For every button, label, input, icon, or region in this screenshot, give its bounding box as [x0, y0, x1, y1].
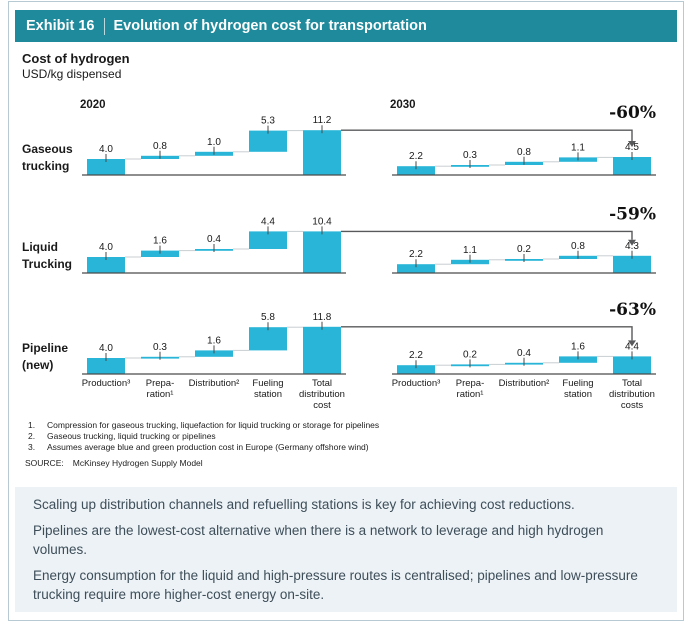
bar-value-label: 4.0 — [99, 343, 113, 354]
waterfall-bar — [87, 358, 125, 374]
waterfall-bar — [195, 350, 233, 357]
bar-value-label: 1.1 — [463, 245, 477, 256]
bar-value-label: 5.3 — [261, 116, 275, 127]
category-label: Prepa-ration¹ — [456, 378, 485, 400]
category-label: Total distribution cost — [299, 378, 345, 411]
bar-value-label: 11.2 — [313, 115, 332, 126]
exhibit-number: Exhibit 16 — [26, 18, 95, 34]
chart-subtitle: USD/kg dispensed — [22, 67, 122, 81]
bar-value-label: 4.3 — [625, 241, 639, 252]
row-label: Trucking — [22, 257, 72, 271]
takeaway-2: Pipelines are the lowest-cost alternativ… — [33, 523, 604, 557]
takeaway-3: Energy consumption for the liquid and hi… — [33, 568, 638, 602]
waterfall-bar — [397, 365, 435, 374]
bar-value-label: 2.2 — [409, 249, 423, 260]
bar-value-label: 0.3 — [463, 150, 477, 161]
header-divider — [103, 17, 105, 35]
footnote-1: 1. Compression for gaseous trucking, liq… — [28, 420, 380, 430]
chart-title: Cost of hydrogen — [22, 51, 130, 66]
waterfall-bar — [141, 250, 179, 257]
bar-value-label: 0.4 — [207, 234, 221, 245]
reduction-percent-label: -60% — [609, 103, 656, 123]
bar-value-label: 0.2 — [463, 349, 477, 360]
reduction-arrow-head — [628, 340, 636, 347]
source-text: McKinsey Hydrogen Supply Model — [72, 458, 203, 468]
waterfall-bar — [397, 264, 435, 273]
bar-value-label: 1.6 — [571, 341, 585, 352]
waterfall-bar — [87, 159, 125, 175]
category-label: Distribution² — [499, 378, 550, 389]
reduction-arrow-head — [628, 239, 636, 246]
bar-value-label: 1.6 — [153, 236, 167, 247]
exhibit-title: Evolution of hydrogen cost for transport… — [113, 18, 427, 34]
category-label: Prepa-ration¹ — [146, 378, 175, 400]
bar-value-label: 0.8 — [571, 241, 585, 252]
footnote-3: 3. Assumes average blue and green produc… — [28, 442, 369, 452]
reduction-percent-label: -59% — [609, 204, 656, 224]
takeaway-1: Scaling up distribution channels and ref… — [33, 497, 575, 512]
bar-value-label: 10.4 — [312, 216, 332, 227]
source-line: SOURCE: McKinsey Hydrogen Supply Model — [25, 458, 203, 468]
row-label: Pipeline — [22, 341, 68, 355]
bar-value-label: 4.4 — [625, 341, 639, 352]
bar-value-label: 4.0 — [99, 242, 113, 253]
total-bar — [303, 130, 341, 175]
category-label: Total distribution costs — [609, 378, 655, 411]
total-bar — [613, 157, 651, 175]
bar-value-label: 5.8 — [261, 312, 275, 323]
waterfall-row-gaseous: Gaseous trucking 4.0 0.8 1.0 5.3 11.2 2.2 0.3 0.8… — [22, 103, 656, 176]
reduction-arrow-line — [341, 129, 633, 141]
waterfall-row-pipeline: Pipeline (new) 4.0 0.3 1.6 5.8 11.8 2.2 0.2 0.4 1.… — [22, 300, 656, 375]
category-label: Fueling station — [562, 378, 593, 400]
waterfall-bar — [249, 327, 287, 351]
bar-value-label: 0.8 — [517, 147, 531, 158]
total-bar — [303, 231, 341, 273]
bar-value-label: 1.1 — [571, 142, 585, 153]
waterfall-bar — [249, 231, 287, 249]
row-label: Liquid — [22, 240, 58, 254]
total-bar — [613, 356, 651, 374]
bar-value-label: 0.2 — [517, 244, 531, 255]
waterfall-bar — [87, 257, 125, 273]
total-bar — [303, 326, 341, 374]
footnote-2: 2. Gaseous trucking, liquid trucking or … — [28, 431, 216, 441]
waterfall-row-liquid: Liquid Trucking 4.0 1.6 0.4 4.4 10.4 2.2 1.1 0.2 0… — [22, 204, 656, 274]
total-bar — [613, 255, 651, 273]
bar-value-label: 2.2 — [409, 350, 423, 361]
waterfall-bar — [397, 166, 435, 175]
category-label: Distribution² — [189, 378, 240, 389]
category-label: Production³ — [392, 378, 441, 389]
footnotes: 1. Compression for gaseous trucking, liq… — [28, 420, 379, 453]
row-label: Gaseous — [22, 142, 73, 156]
bar-value-label: 0.4 — [517, 348, 531, 359]
exhibit-header-bar: Exhibit 16 Evolution of hydrogen cost fo… — [15, 10, 677, 42]
bar-value-label: 0.3 — [153, 342, 167, 353]
bar-value-label: 4.0 — [99, 144, 113, 155]
reduction-arrow-head — [628, 141, 636, 147]
bar-value-label: 4.5 — [625, 142, 639, 153]
waterfall-bar — [249, 130, 287, 152]
bar-value-label: 4.4 — [261, 216, 275, 227]
chart-title-block: Cost of hydrogen USD/kg dispensed — [22, 51, 130, 82]
reduction-arrow-line — [341, 230, 633, 240]
reduction-percent-label: -63% — [609, 300, 656, 320]
row-label: (new) — [22, 358, 53, 372]
category-label: Production³ — [82, 378, 131, 389]
bar-value-label: 2.2 — [409, 151, 423, 162]
takeaway-panel: Scaling up distribution channels and ref… — [15, 487, 677, 612]
group-label-2020: 2020 — [80, 99, 106, 111]
bar-value-label: 0.8 — [153, 141, 167, 152]
group-label-2030: 2030 — [390, 99, 416, 111]
bar-value-label: 1.6 — [207, 335, 221, 346]
waterfall-bar — [559, 356, 597, 363]
bar-value-label: 11.8 — [313, 312, 332, 323]
category-label: Fueling station — [252, 378, 283, 400]
row-label: trucking — [22, 159, 69, 173]
bar-value-label: 1.0 — [207, 137, 221, 148]
reduction-arrow-line — [341, 326, 633, 341]
